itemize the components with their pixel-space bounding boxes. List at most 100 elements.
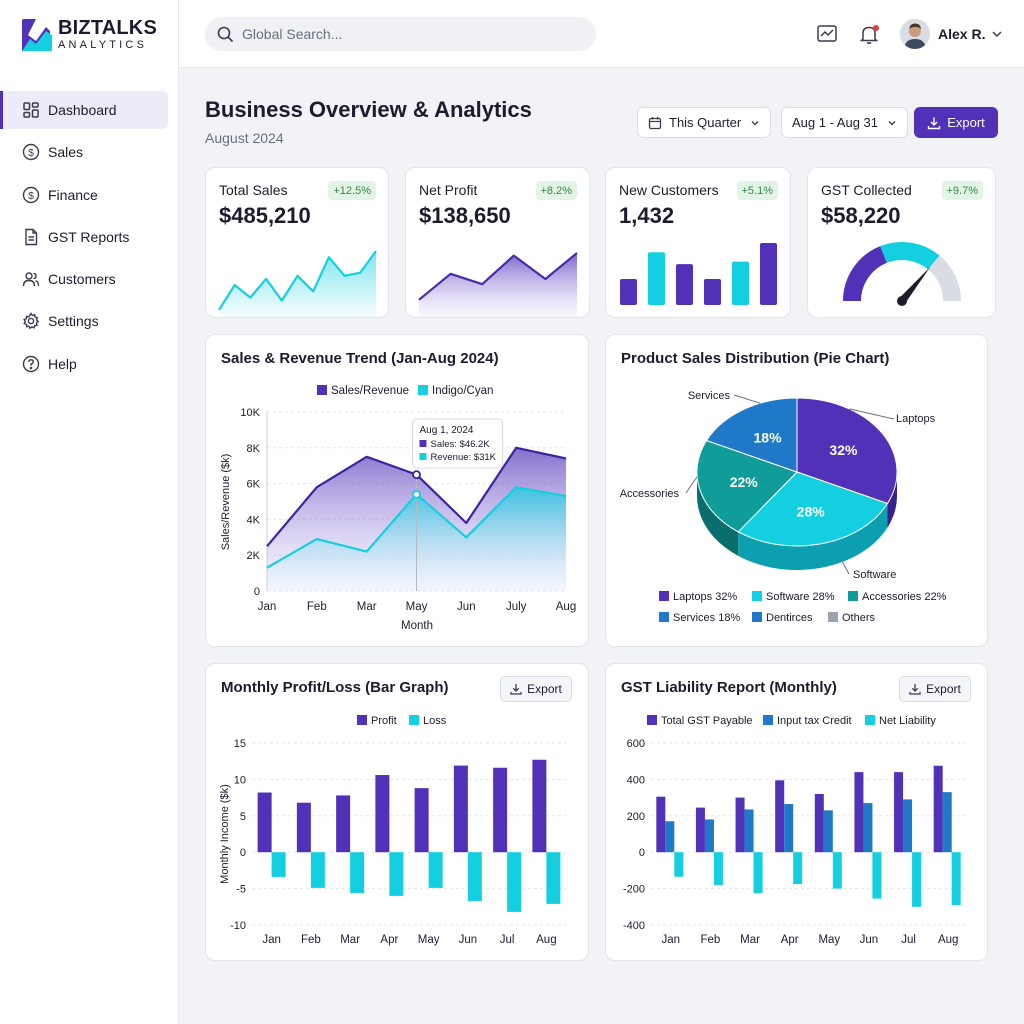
gauge-segment-indigo [843,246,888,302]
export-profit-loss-button[interactable]: Export [500,676,572,702]
pie-slice [705,397,798,473]
dollar-circle-icon: $ [22,144,40,161]
customer-bar [676,264,693,305]
x-tick-label: May [406,601,428,613]
avatar [900,19,930,49]
notifications-button[interactable] [858,23,880,45]
chart-title: GST Liability Report (Monthly) [621,679,837,696]
x-tick-label: Jan [262,934,281,946]
y-axis-label: Monthly Income ($k) [219,784,231,884]
kpi-label: New Customers [619,182,719,198]
gst-liability-bar-chart: Total GST Payable Input tax Credit Net Lia… [623,715,968,946]
customer-bar [620,278,637,305]
legend-swatch [418,385,428,395]
bar [933,765,943,853]
bar [793,852,803,885]
top-bar: Alex R. [179,0,1024,68]
x-tick-label: Jan [258,601,277,613]
sidebar-item-help[interactable]: Help [0,345,179,383]
pie-percent-label: 22% [730,474,759,490]
kpi-card-gst-collected[interactable]: GST Collected $58,220 +9.7% [807,167,996,318]
x-tick-label: Mar [740,934,760,946]
customer-bar [648,252,665,305]
bar [832,852,842,889]
y-tick-label: 5 [240,811,246,823]
tooltip-swatch [419,453,427,460]
x-tick-label: Apr [781,934,799,946]
kpi-value: $58,220 [821,203,901,228]
help-circle-icon [22,355,40,372]
range-filter-dropdown[interactable]: This Quarter [637,107,772,138]
profit-sparkline [418,252,578,317]
download-icon [928,117,941,129]
sidebar: BIZTALKS ANALYTICS Dashboard $ Sales $ F… [0,0,179,1024]
bar [414,788,429,853]
bar [350,852,365,893]
kpi-card-new-customers[interactable]: New Customers 1,432 +5.1% [605,167,791,318]
x-tick-label: Apr [380,934,398,946]
y-tick-label: 600 [627,738,645,750]
customer-bar [732,261,749,305]
export-gst-button[interactable]: Export [899,676,971,702]
sidebar-item-settings[interactable]: Settings [0,302,179,340]
legend-label: Net Liability [879,715,936,727]
gear-icon [23,312,40,330]
legend-label: Loss [423,715,447,727]
bar [336,795,351,853]
pie-slice-side [887,472,897,528]
user-menu[interactable]: Alex R. [900,19,1003,49]
legend-label: Indigo/Cyan [432,385,493,397]
kpi-card-total-sales[interactable]: Total Sales $485,210 +12.5% [205,167,389,318]
tooltip-box [412,418,503,469]
legend-label: Software 28% [766,591,835,603]
legend-swatch [317,385,327,395]
bar [744,809,754,853]
profit-line [418,252,578,301]
range-filter-label: This Quarter [669,115,742,130]
kpi-value: $485,210 [219,203,311,228]
global-search[interactable] [205,17,596,51]
legend-swatch [659,612,669,622]
gauge-segment-rest [927,255,961,302]
sidebar-item-label: Customers [48,271,116,288]
legend-label: Laptops 32% [673,591,737,603]
bar [389,852,404,896]
y-tick-label: 6K [247,479,261,491]
x-tick-label: Feb [701,934,721,946]
brand-logo[interactable]: BIZTALKS ANALYTICS [22,18,157,51]
kpi-card-net-profit[interactable]: Net Profit $138,650 +8.2% [405,167,590,318]
revenue-point [412,489,421,499]
sidebar-item-dashboard[interactable]: Dashboard [0,91,168,129]
x-tick-label: Jun [457,601,476,613]
sidebar-item-label: Help [48,355,77,372]
x-tick-label: July [506,601,527,613]
bell-icon [859,26,879,44]
bar [903,799,913,853]
date-filter-dropdown[interactable]: Aug 1 - Aug 31 [781,107,909,138]
bar [775,780,785,853]
sales-revenue-area-chart: Sales/Revenue Indigo/Cyan 0 2K 4K 6K 8K 10K Aug … [220,385,576,632]
pie-callout-label: Accessories [620,488,680,500]
x-tick-label: Aug [938,934,958,946]
sidebar-item-customers[interactable]: Customers [0,260,179,298]
bar [453,765,468,853]
bar [507,852,522,912]
legend-label: Others [842,612,876,624]
product-sales-pie-chart: 32% 28% 22% 18% Laptops Software Accessories Se… [620,390,947,624]
bar [493,767,508,853]
customer-bar [760,243,777,305]
export-button[interactable]: Export [914,107,998,138]
document-icon [25,228,38,246]
sidebar-item-sales[interactable]: $ Sales [0,133,179,171]
analytics-chart-icon[interactable] [816,23,838,45]
bar [951,852,961,905]
sidebar-item-finance[interactable]: $ Finance [0,176,179,214]
pie-callout-line [733,394,761,404]
search-input[interactable] [242,26,572,42]
bar [695,807,705,853]
sidebar-item-gst-reports[interactable]: GST Reports [0,218,179,256]
download-icon [909,684,921,695]
monthly-profit-loss-card: Monthly Profit/Loss (Bar Graph) Export P… [205,663,589,961]
kpi-label: Net Profit [419,182,478,198]
legend-label: Profit [371,715,397,727]
